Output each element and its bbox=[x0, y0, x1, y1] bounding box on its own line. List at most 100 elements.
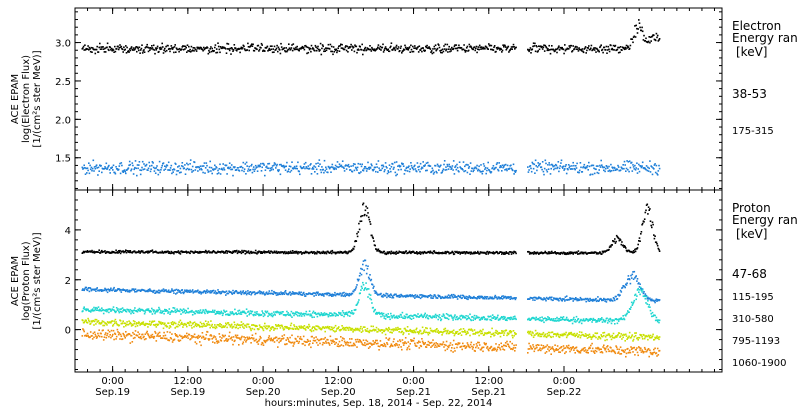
data-point bbox=[160, 169, 162, 171]
data-point bbox=[404, 296, 407, 298]
data-point bbox=[345, 49, 348, 52]
data-point bbox=[202, 49, 204, 52]
data-point bbox=[375, 313, 377, 315]
data-point bbox=[472, 319, 474, 321]
data-point bbox=[197, 312, 199, 314]
data-point bbox=[651, 173, 654, 176]
data-point bbox=[444, 295, 447, 298]
data-point bbox=[432, 295, 435, 298]
data-point bbox=[422, 47, 424, 49]
data-point bbox=[141, 52, 144, 54]
data-point bbox=[228, 162, 231, 164]
data-point bbox=[277, 169, 279, 171]
data-point bbox=[621, 49, 623, 51]
data-point bbox=[582, 51, 585, 54]
data-point bbox=[629, 308, 632, 310]
data-point bbox=[206, 164, 208, 167]
data-point bbox=[242, 322, 245, 325]
data-point bbox=[174, 309, 176, 311]
data-point bbox=[250, 293, 252, 296]
data-point bbox=[643, 221, 645, 223]
data-point bbox=[316, 250, 319, 253]
data-point bbox=[480, 316, 483, 319]
data-point bbox=[634, 25, 636, 27]
data-point bbox=[199, 291, 202, 293]
data-point bbox=[633, 251, 636, 254]
data-point bbox=[315, 49, 318, 52]
data-point bbox=[654, 314, 656, 317]
data-point bbox=[414, 168, 417, 170]
data-point bbox=[423, 314, 426, 316]
data-point bbox=[419, 253, 422, 255]
data-point bbox=[553, 318, 555, 320]
data-point bbox=[158, 160, 161, 163]
data-point bbox=[244, 253, 247, 255]
data-point bbox=[499, 318, 501, 321]
data-point bbox=[556, 166, 559, 169]
data-point bbox=[459, 296, 461, 299]
data-point bbox=[647, 300, 649, 302]
data-point bbox=[427, 317, 430, 320]
data-point bbox=[409, 294, 411, 296]
data-point bbox=[486, 318, 489, 320]
data-point bbox=[485, 253, 487, 255]
data-point bbox=[156, 309, 158, 311]
data-point bbox=[600, 159, 602, 162]
data-point bbox=[619, 169, 622, 171]
data-point bbox=[225, 294, 227, 296]
data-point bbox=[106, 324, 108, 326]
data-point bbox=[512, 43, 515, 46]
data-point bbox=[183, 291, 185, 293]
data-point bbox=[414, 294, 417, 296]
data-point bbox=[626, 282, 628, 284]
data-point bbox=[420, 313, 423, 316]
data-point bbox=[167, 322, 170, 324]
data-point bbox=[614, 167, 616, 169]
data-point bbox=[264, 50, 266, 52]
data-point bbox=[465, 295, 467, 298]
data-point bbox=[556, 297, 558, 300]
data-point bbox=[614, 242, 617, 244]
data-point bbox=[130, 46, 133, 48]
data-point bbox=[588, 319, 590, 322]
data-point bbox=[365, 272, 368, 275]
data-point bbox=[584, 167, 587, 170]
data-point bbox=[89, 322, 92, 325]
data-point bbox=[592, 164, 595, 167]
data-point bbox=[269, 49, 271, 51]
data-point bbox=[168, 47, 171, 50]
data-point bbox=[378, 167, 380, 169]
data-point bbox=[467, 296, 470, 299]
data-point bbox=[467, 164, 469, 166]
data-point bbox=[332, 314, 335, 316]
data-point bbox=[423, 49, 425, 51]
data-point bbox=[541, 316, 543, 318]
data-point bbox=[607, 170, 610, 172]
data-point bbox=[134, 48, 136, 51]
data-point bbox=[375, 170, 377, 173]
data-point bbox=[628, 47, 631, 50]
data-point bbox=[357, 301, 360, 303]
data-point bbox=[633, 168, 636, 170]
data-point bbox=[269, 45, 272, 47]
data-point bbox=[543, 173, 545, 176]
data-point bbox=[324, 169, 326, 172]
data-point bbox=[512, 251, 514, 254]
data-point bbox=[599, 319, 601, 322]
data-point bbox=[469, 318, 472, 321]
data-point bbox=[449, 295, 451, 297]
data-point bbox=[478, 165, 480, 168]
data-point bbox=[582, 251, 584, 254]
data-point bbox=[149, 289, 152, 292]
data-point bbox=[445, 49, 447, 52]
data-point bbox=[513, 318, 515, 320]
data-point bbox=[291, 49, 294, 52]
data-point bbox=[277, 170, 280, 173]
data-point bbox=[128, 51, 130, 53]
data-point bbox=[429, 165, 432, 167]
data-point bbox=[97, 320, 100, 322]
data-point bbox=[646, 298, 649, 300]
data-point bbox=[425, 45, 427, 48]
data-point bbox=[288, 47, 291, 49]
data-point bbox=[375, 163, 378, 165]
